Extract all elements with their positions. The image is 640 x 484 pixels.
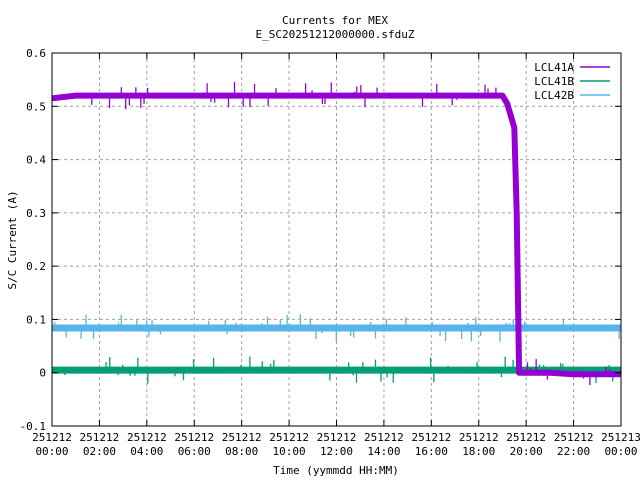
- x-tick-date: 251212: [174, 431, 214, 444]
- y-axis-label: S/C Current (A): [6, 190, 19, 289]
- x-ticks: 25121200:0025121202:0025121204:002512120…: [32, 53, 640, 458]
- x-axis-label: Time (yymmdd HH:MM): [273, 464, 399, 477]
- series-trace-lcl41a: [51, 94, 621, 376]
- x-tick-date: 251212: [269, 431, 309, 444]
- x-tick-time: 00:00: [604, 445, 637, 458]
- y-tick-label: -0.1: [20, 420, 47, 433]
- x-tick-date: 251212: [222, 431, 262, 444]
- x-tick-date: 251212: [32, 431, 72, 444]
- x-tick-date: 251212: [506, 431, 546, 444]
- x-tick-time: 18:00: [462, 445, 495, 458]
- x-tick-date: 251212: [127, 431, 167, 444]
- x-tick-date: 251212: [317, 431, 357, 444]
- chart-subtitle: E_SC20251212000000.sfduZ: [256, 28, 415, 41]
- y-tick-label: 0.5: [26, 100, 46, 113]
- x-tick-time: 08:00: [225, 445, 258, 458]
- x-tick-time: 10:00: [273, 445, 306, 458]
- y-tick-label: 0.2: [26, 260, 46, 273]
- x-tick-time: 06:00: [178, 445, 211, 458]
- x-tick-date: 251212: [554, 431, 594, 444]
- x-tick-date: 251212: [411, 431, 451, 444]
- x-tick-time: 16:00: [415, 445, 448, 458]
- y-tick-label: 0.3: [26, 207, 46, 220]
- y-tick-label: 0: [39, 367, 46, 380]
- x-tick-date: 251212: [80, 431, 120, 444]
- x-tick-time: 04:00: [130, 445, 163, 458]
- x-tick-time: 22:00: [557, 445, 590, 458]
- legend-label: LCL41B: [534, 75, 574, 88]
- legend-label: LCL41A: [534, 61, 574, 74]
- x-tick-date: 251212: [364, 431, 404, 444]
- x-tick-time: 14:00: [367, 445, 400, 458]
- x-tick-time: 12:00: [320, 445, 353, 458]
- chart-title: Currents for MEX: [282, 14, 388, 27]
- y-tick-label: 0.6: [26, 47, 46, 60]
- legend-label: LCL42B: [534, 89, 574, 102]
- plot-area: [51, 81, 621, 386]
- x-tick-date: 251212: [459, 431, 499, 444]
- x-tick-time: 02:00: [83, 445, 116, 458]
- y-tick-label: 0.4: [26, 154, 46, 167]
- y-ticks: -0.1 0 0.1 0.2 0.3 0.4 0.5 0.6: [20, 47, 621, 433]
- x-tick-time: 00:00: [35, 445, 68, 458]
- grid: [52, 53, 621, 426]
- x-tick-time: 20:00: [510, 445, 543, 458]
- y-tick-label: 0.1: [26, 313, 46, 326]
- x-tick-date: 251213: [601, 431, 640, 444]
